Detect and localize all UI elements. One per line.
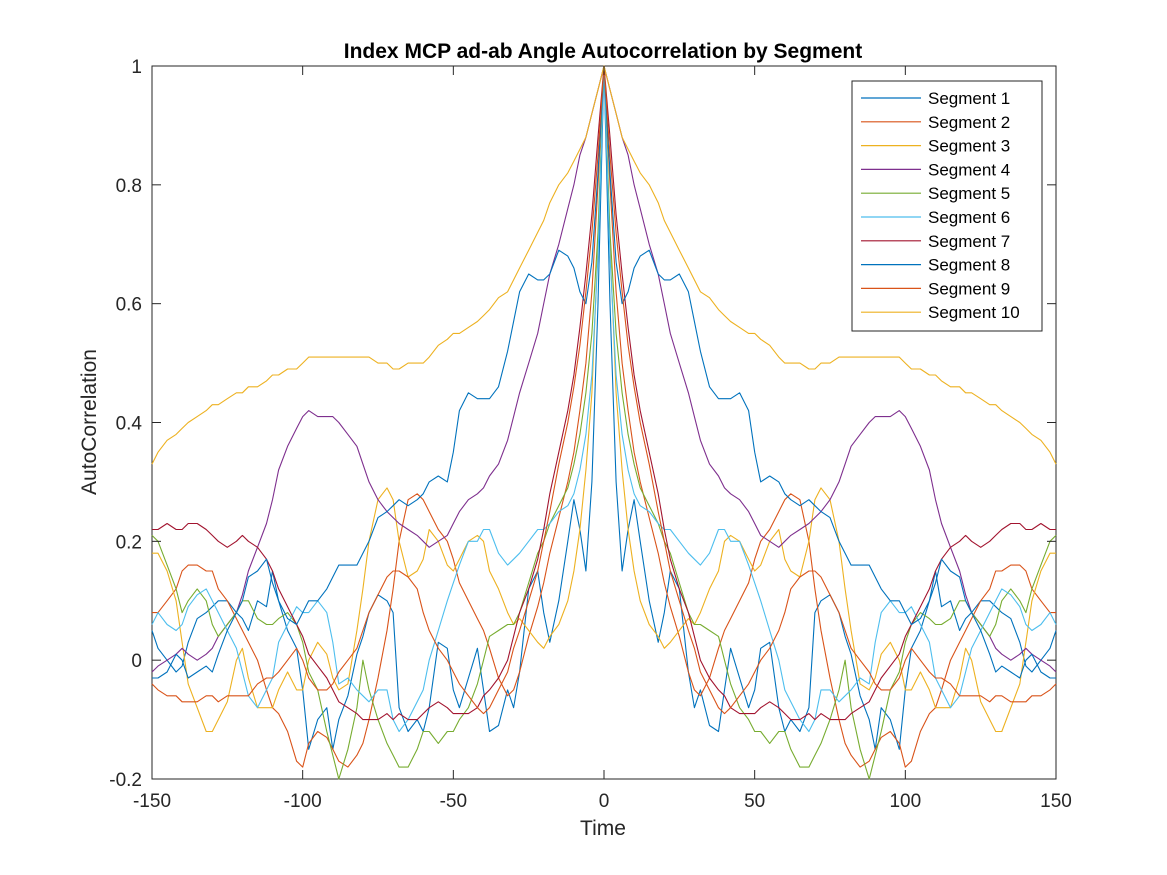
x-tick-label: 150 bbox=[1040, 791, 1072, 812]
legend-box bbox=[851, 80, 1043, 332]
x-tick-label: -100 bbox=[284, 791, 322, 812]
x-tick-label: 50 bbox=[744, 791, 765, 812]
legend-entry-7: Segment 7 bbox=[928, 232, 1010, 251]
legend-entry-10: Segment 10 bbox=[928, 303, 1020, 322]
ticks-layer: -150 -100 -50 0 50 100 150 -0.2 0 0.2 0.4 0.6 0.8 1 bbox=[109, 57, 1072, 812]
x-tick-label: 100 bbox=[889, 791, 921, 812]
y-tick-label: 0.4 bbox=[116, 414, 143, 435]
legend-entry-3: Segment 3 bbox=[928, 137, 1010, 156]
legend-entry-5: Segment 5 bbox=[928, 184, 1010, 203]
y-tick-label: -0.2 bbox=[109, 770, 142, 791]
chart-title: Index MCP ad-ab Angle Autocorrelation by… bbox=[344, 40, 862, 63]
x-tick-label: -150 bbox=[133, 791, 171, 812]
x-axis-label: Time bbox=[580, 817, 626, 840]
legend: Segment 1 Segment 2 Segment 3 Segment 4 Segm… bbox=[851, 80, 1043, 332]
y-tick-label: 1 bbox=[131, 57, 142, 78]
y-tick-label: 0.2 bbox=[116, 532, 142, 553]
legend-entry-6: Segment 6 bbox=[928, 208, 1010, 227]
x-tick-label: 0 bbox=[599, 791, 610, 812]
legend-entry-4: Segment 4 bbox=[928, 160, 1010, 179]
y-tick-label: 0.6 bbox=[116, 295, 142, 316]
legend-entry-2: Segment 2 bbox=[928, 113, 1010, 132]
legend-entry-1: Segment 1 bbox=[928, 89, 1010, 108]
legend-entry-8: Segment 8 bbox=[928, 256, 1010, 275]
x-tick-label: -50 bbox=[440, 791, 467, 812]
y-axis-label: AutoCorrelation bbox=[78, 349, 101, 495]
y-tick-label: 0 bbox=[131, 651, 142, 672]
legend-entry-9: Segment 9 bbox=[928, 279, 1010, 298]
y-tick-label: 0.8 bbox=[116, 176, 142, 197]
